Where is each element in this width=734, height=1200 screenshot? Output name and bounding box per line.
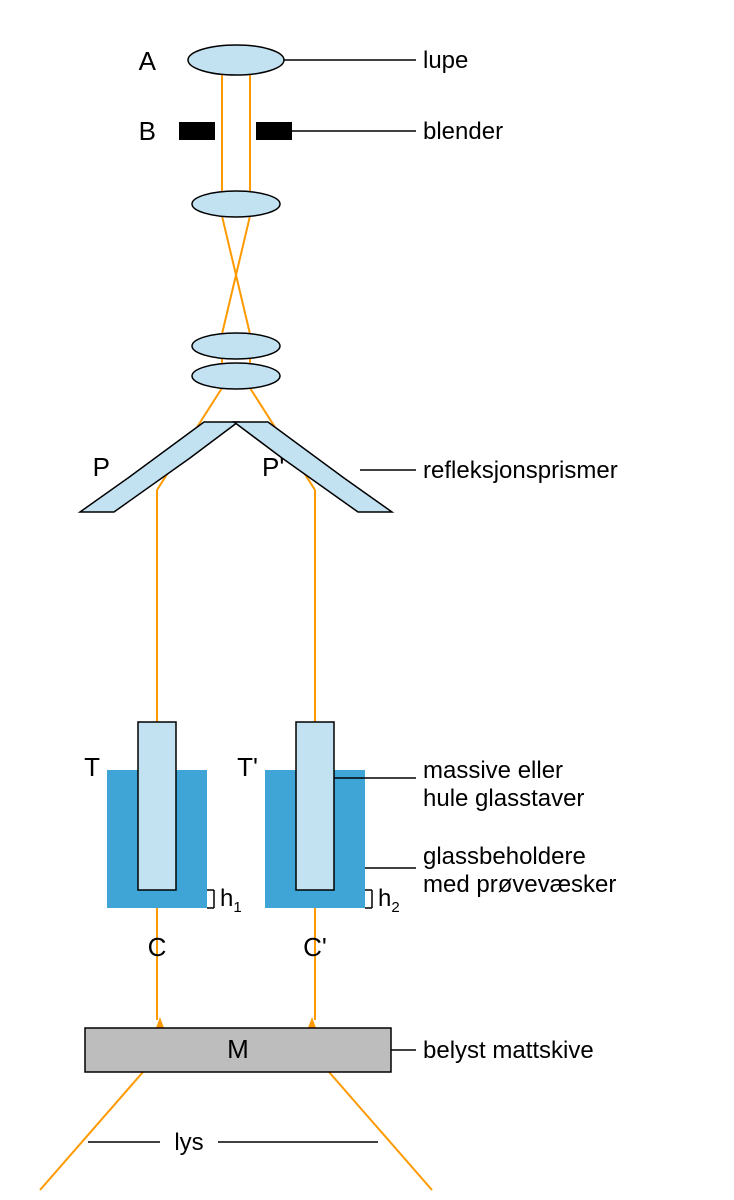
h2-bracket [365,890,372,908]
blender-left [179,122,215,140]
letter-B: B [139,116,156,146]
label-h1: h1 [220,885,242,916]
label-lupe: lupe [423,47,468,74]
letter-Cprime: C' [303,932,327,962]
tube-right [296,722,334,890]
lens-pair-top [192,333,280,359]
label-matt: belyst mattskive [423,1037,594,1064]
lens-mid [192,191,280,217]
letter-Tprime: T' [237,752,258,782]
letter-A: A [139,46,157,76]
h1-bracket [207,890,214,908]
ray-in-left [40,1072,143,1190]
label-prisms: refleksjonsprismer [423,457,618,484]
ray-in-right [329,1072,432,1190]
label-containers-1: glassbeholdere [423,843,586,870]
prism-right [234,422,392,512]
lens-top [188,45,284,75]
tube-left [138,722,176,890]
letter-M: M [227,1034,249,1064]
label-rods-1: massive eller [423,757,563,784]
lens-pair-bot [192,363,280,389]
letter-C: C [148,932,167,962]
label-containers-2: med prøvevæsker [423,871,616,898]
label-blender: blender [423,118,503,145]
letter-T: T [84,752,100,782]
label-lys: lys [174,1129,203,1156]
letter-P: P [93,452,110,482]
letter-Pprime: P' [262,452,284,482]
label-rods-2: hule glasstaver [423,785,584,812]
label-h2: h2 [378,885,400,916]
blender-right [256,122,292,140]
